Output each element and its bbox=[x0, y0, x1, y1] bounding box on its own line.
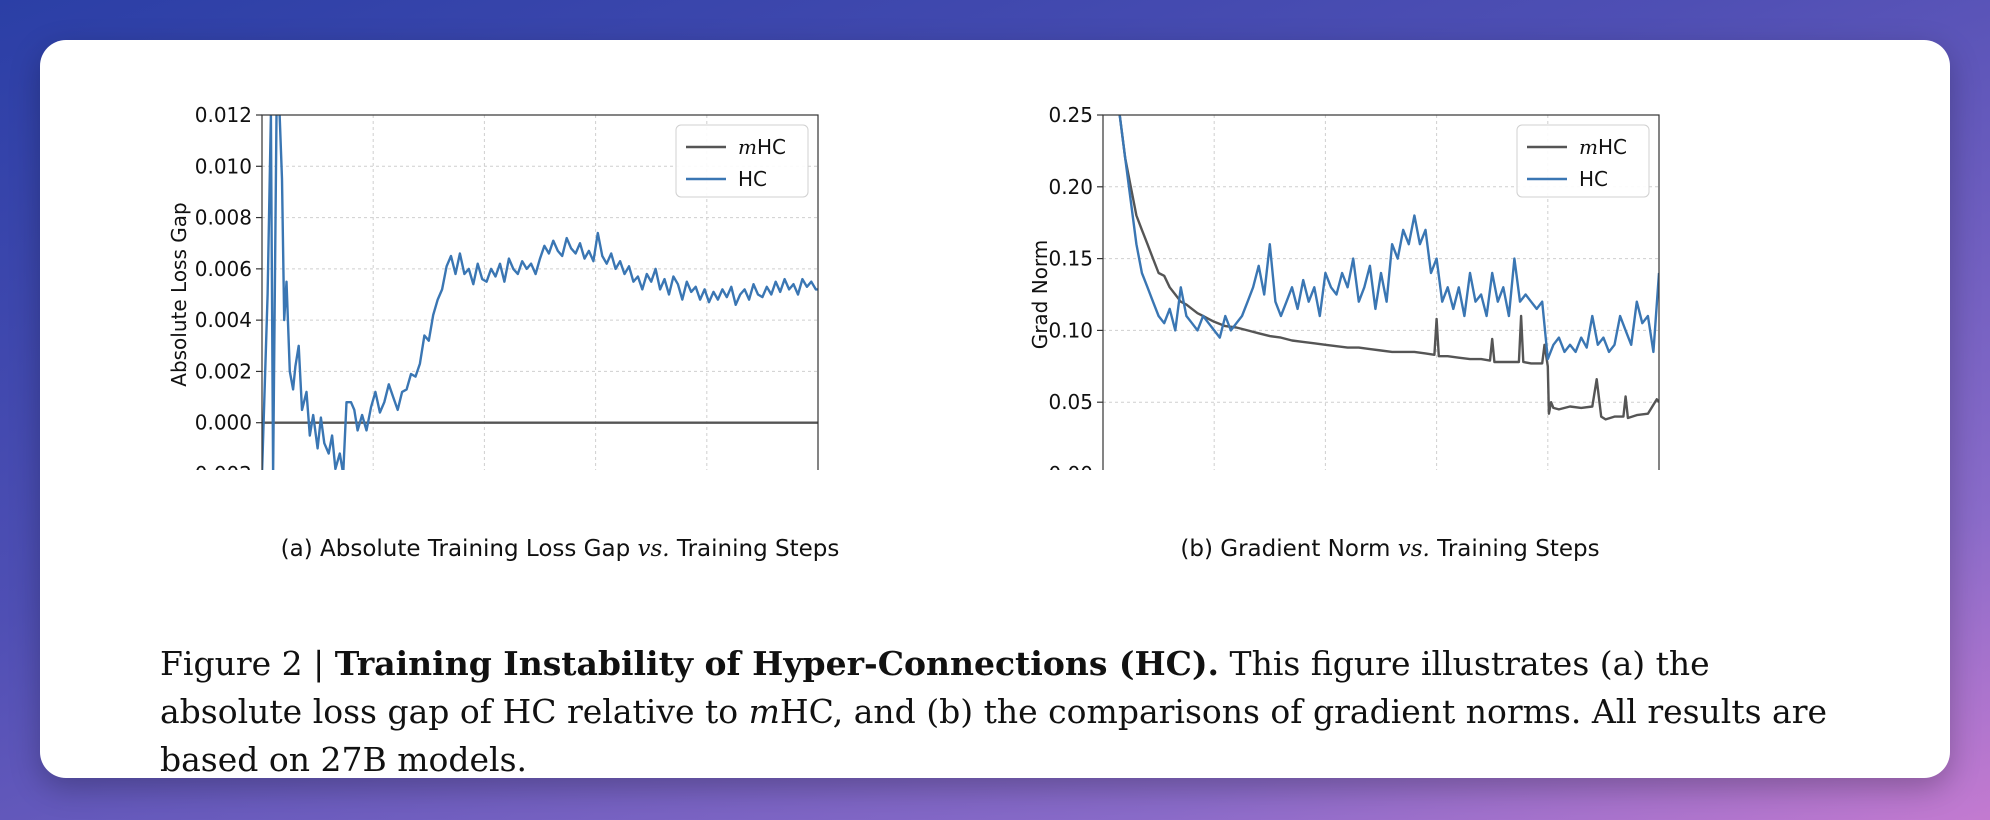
caption-text-1: This figure illustrates (a) the absolute… bbox=[160, 644, 1710, 731]
figure-card: 01000020000300004000050000-0.0020.0000.0… bbox=[40, 40, 1950, 779]
y-tick-label: 0.15 bbox=[1048, 247, 1093, 271]
y-tick-label: 0.25 bbox=[1048, 103, 1093, 127]
plot-frame bbox=[1102, 114, 1660, 470]
plot-frame bbox=[261, 114, 819, 470]
caption-text-2: HC, and (b) the comparisons of gradient … bbox=[160, 692, 1828, 779]
series-line-hc bbox=[1118, 115, 1659, 361]
y-tick-label: 0.012 bbox=[195, 103, 252, 127]
y-tick-label: 0.008 bbox=[195, 206, 252, 230]
caption-italic-m: m bbox=[748, 692, 780, 731]
y-tick-label: 0.10 bbox=[1048, 318, 1093, 342]
y-tick-label: -0.002 bbox=[188, 462, 252, 470]
series-line-mhc bbox=[1118, 115, 1659, 421]
series-line-hc bbox=[262, 115, 818, 470]
subcaption-a: (a) Absolute Training Loss Gap vs. Train… bbox=[280, 536, 840, 562]
legend-label-hc: HC bbox=[1579, 167, 1608, 191]
subcaption-b: (b) Gradient Norm vs. Training Steps bbox=[1180, 536, 1600, 562]
y-axis-label: Absolute Loss Gap bbox=[167, 202, 191, 386]
series-group bbox=[1118, 115, 1659, 421]
figure-caption: Figure 2 | Training Instability of Hyper… bbox=[160, 640, 1840, 784]
series-group bbox=[262, 115, 818, 470]
y-tick-label: 0.00 bbox=[1048, 462, 1093, 470]
y-tick-label: 0.20 bbox=[1048, 175, 1093, 199]
y-tick-label: 0.006 bbox=[195, 257, 252, 281]
caption-title: Training Instability of Hyper-Connection… bbox=[334, 644, 1220, 683]
y-tick-label: 0.010 bbox=[195, 154, 252, 178]
y-tick-label: 0.004 bbox=[195, 308, 252, 332]
caption-lead: Figure 2 | bbox=[160, 644, 335, 683]
chart-grad-norm: 010000200003000040000500000.000.050.100.… bbox=[1028, 103, 1660, 470]
y-tick-label: 0.05 bbox=[1048, 390, 1093, 414]
legend-label-mhc: mHC bbox=[738, 135, 786, 159]
y-tick-label: 0.002 bbox=[195, 359, 252, 383]
y-tick-label: 0.000 bbox=[195, 411, 252, 435]
y-axis-label: Grad Norm bbox=[1028, 240, 1052, 350]
chart-absolute-loss-gap: 01000020000300004000050000-0.0020.0000.0… bbox=[167, 103, 819, 470]
legend-label-mhc: mHC bbox=[1579, 135, 1627, 159]
legend-label-hc: HC bbox=[738, 167, 767, 191]
